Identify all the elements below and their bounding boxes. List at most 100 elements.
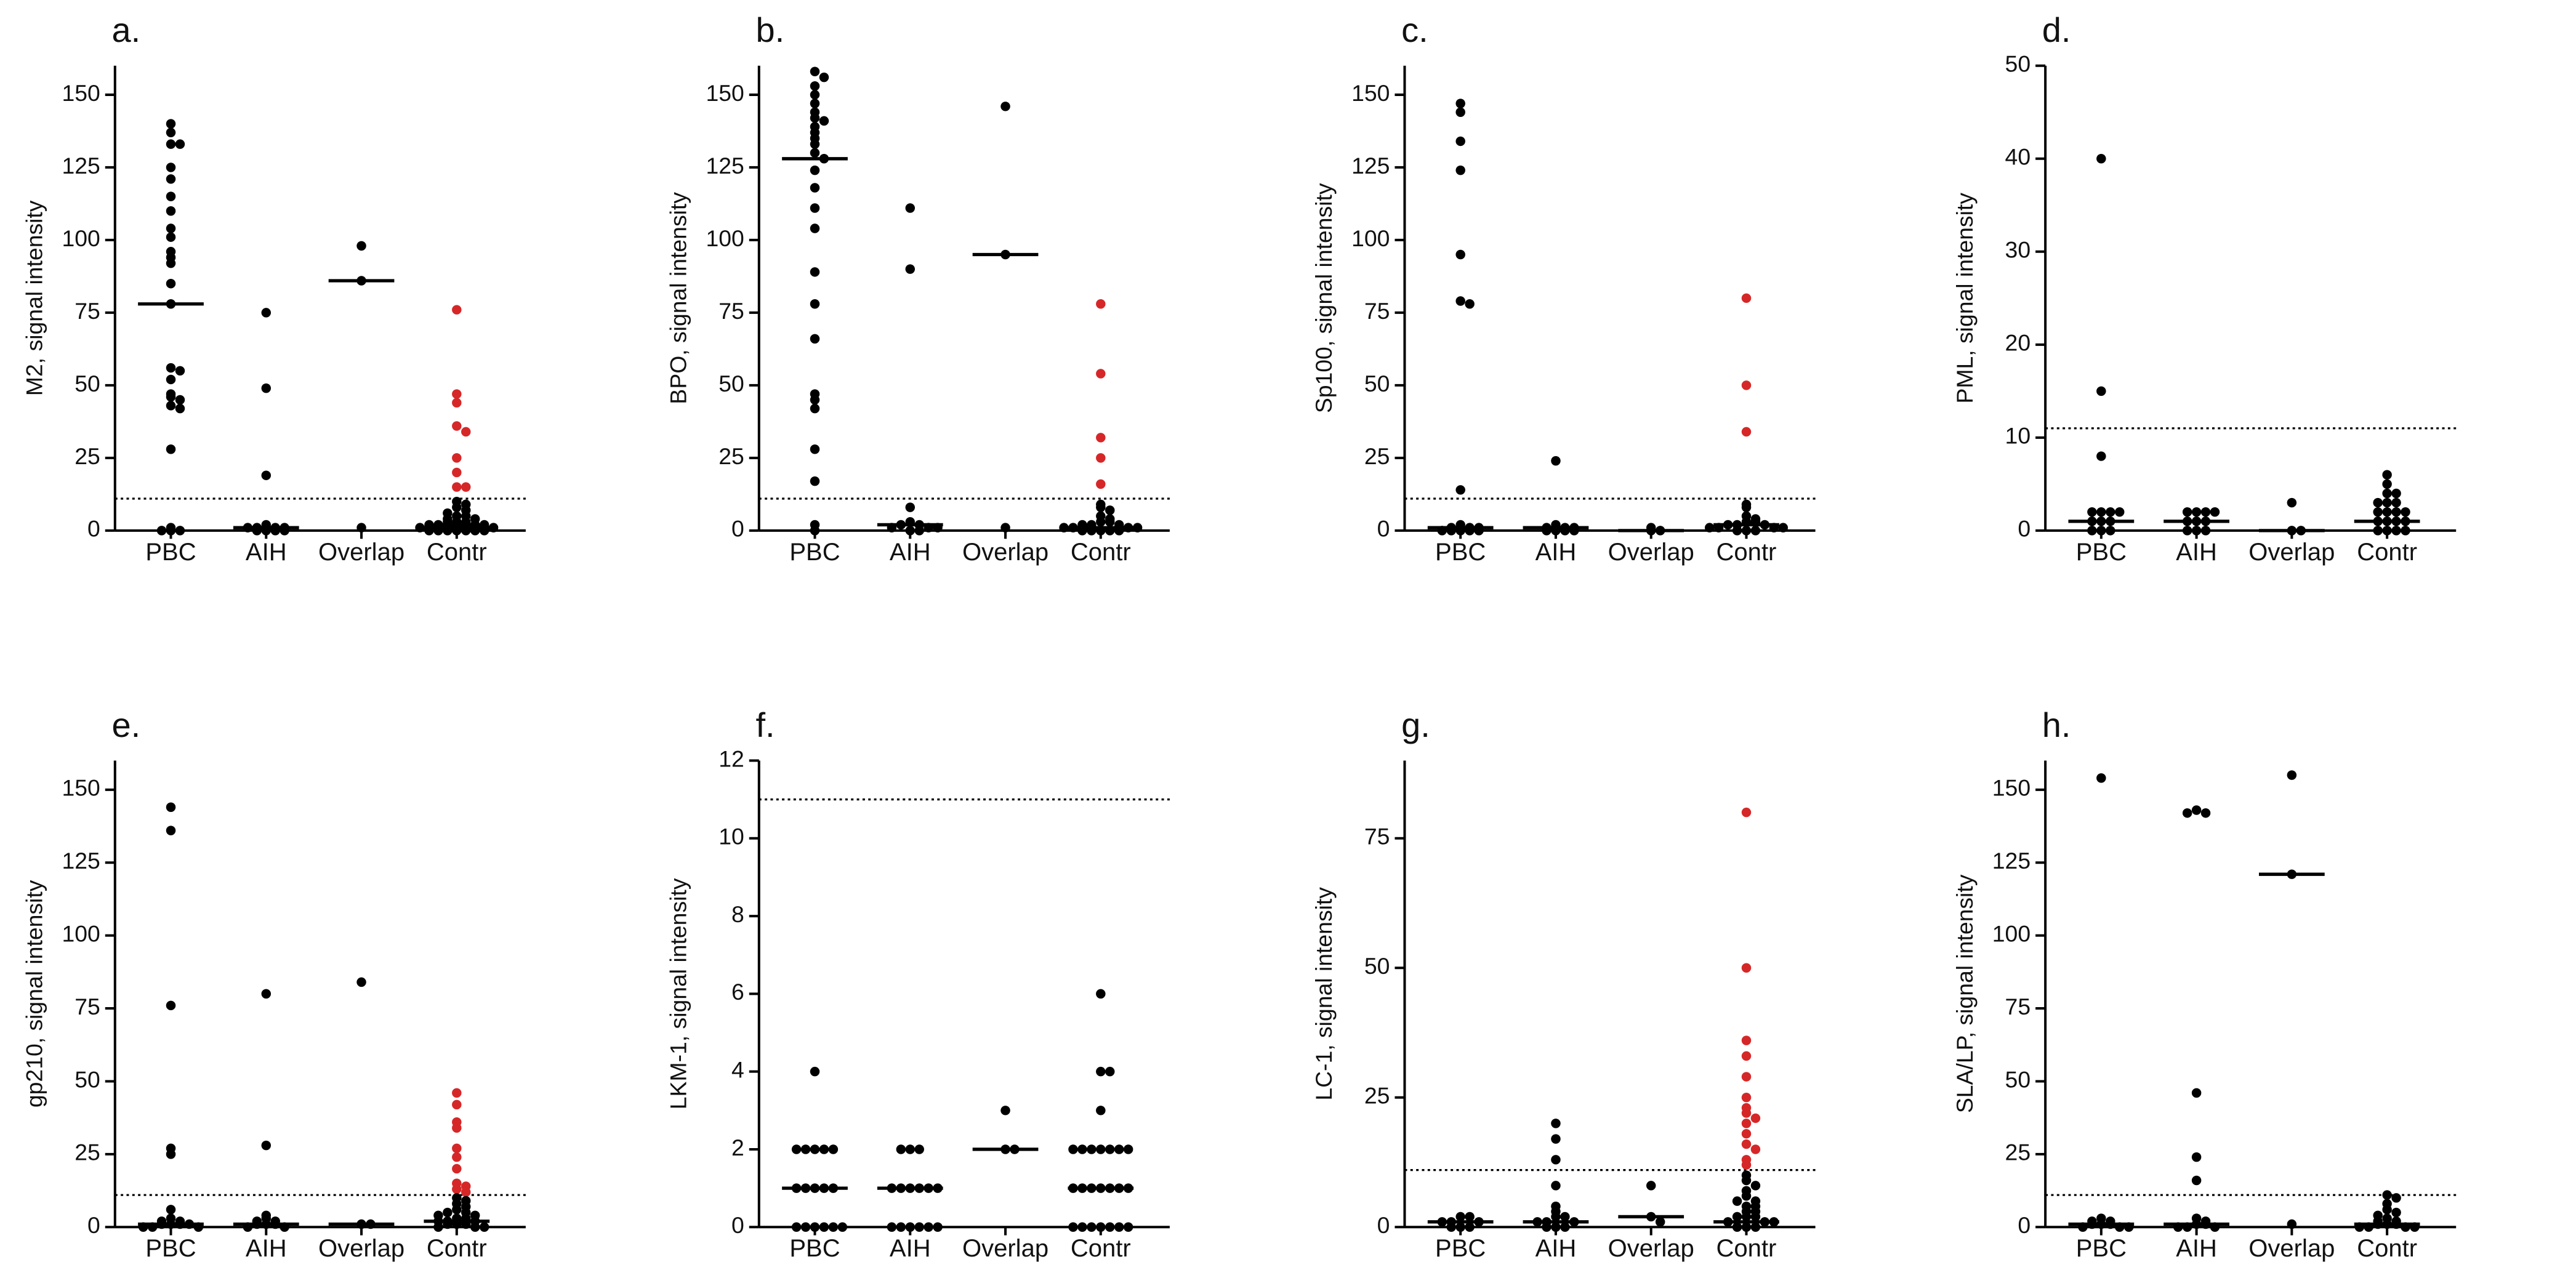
x-tick-label: Contr — [1071, 539, 1131, 566]
data-point — [1000, 102, 1010, 111]
data-point — [2087, 507, 2097, 517]
data-point — [1741, 1191, 1752, 1201]
data-point — [810, 395, 820, 405]
x-tick-label: Overlap — [962, 539, 1049, 566]
data-point — [1105, 505, 1115, 515]
data-point — [2191, 1175, 2202, 1186]
data-point — [810, 403, 820, 414]
y-tick-label: 4 — [731, 1057, 744, 1083]
data-point — [810, 183, 820, 193]
data-point — [166, 119, 176, 129]
data-point — [800, 1222, 811, 1232]
x-tick-label: PBC — [1435, 1235, 1486, 1262]
x-tick-label: Contr — [2357, 539, 2417, 566]
data-point — [166, 1149, 176, 1159]
y-tick-label: 0 — [731, 516, 744, 542]
data-point — [166, 127, 176, 138]
data-point — [933, 1222, 943, 1232]
data-point — [1750, 1113, 1761, 1123]
x-tick-label: AIH — [890, 539, 931, 566]
data-point — [2373, 526, 2383, 536]
y-tick-label: 25 — [74, 1139, 100, 1165]
data-point — [452, 1152, 462, 1162]
data-point — [470, 1222, 480, 1232]
data-point — [810, 444, 820, 454]
data-point — [810, 165, 820, 175]
data-point — [1087, 1144, 1097, 1154]
data-point — [1105, 516, 1115, 527]
data-point — [810, 334, 820, 344]
data-point — [2096, 154, 2106, 164]
data-point — [166, 206, 176, 216]
data-point — [810, 203, 820, 213]
data-point — [166, 1000, 176, 1011]
data-point — [1000, 523, 1010, 532]
data-point — [1096, 369, 1106, 379]
x-tick-label: AIH — [1536, 539, 1577, 566]
y-tick-label: 0 — [731, 1212, 744, 1238]
data-point — [810, 139, 820, 149]
data-point — [452, 1163, 462, 1174]
x-tick-label: Contr — [1717, 1235, 1777, 1262]
data-point — [1077, 1222, 1087, 1232]
data-point — [1750, 1144, 1761, 1154]
data-point — [1741, 380, 1752, 390]
data-point — [810, 1144, 820, 1154]
data-point — [166, 163, 176, 172]
x-tick-label: AIH — [2176, 539, 2217, 566]
data-point — [261, 383, 272, 393]
x-tick-label: AIH — [890, 1235, 931, 1262]
data-point — [2382, 479, 2392, 489]
data-point — [1455, 98, 1465, 108]
data-point — [1096, 1144, 1106, 1154]
data-point — [1741, 1108, 1752, 1118]
y-tick-label: 150 — [1351, 80, 1390, 106]
data-point — [2382, 470, 2392, 480]
y-axis-label: BPO, signal intensity — [666, 192, 691, 404]
data-point — [1704, 523, 1715, 532]
data-point — [905, 1222, 916, 1232]
data-point — [2391, 1207, 2401, 1218]
data-point — [2391, 488, 2401, 499]
y-tick-label: 75 — [74, 994, 100, 1019]
data-point — [356, 523, 366, 532]
data-point — [1741, 1222, 1752, 1232]
data-point — [1068, 1144, 1078, 1154]
y-tick-label: 0 — [2018, 1212, 2031, 1238]
data-point — [261, 1140, 272, 1151]
data-point — [166, 401, 176, 411]
data-point — [810, 1222, 820, 1232]
data-point — [2096, 526, 2106, 536]
data-point — [1741, 1212, 1752, 1222]
data-point — [452, 389, 462, 399]
data-point — [452, 1099, 462, 1110]
data-point — [166, 444, 176, 454]
panel-label: h. — [2042, 705, 2071, 744]
data-point — [452, 1088, 462, 1098]
data-point — [452, 482, 462, 492]
data-point — [2382, 488, 2392, 499]
y-tick-label: 0 — [87, 516, 100, 542]
data-point — [1132, 523, 1143, 532]
data-point — [2191, 526, 2202, 536]
data-point — [2191, 1088, 2202, 1098]
data-point — [433, 1222, 443, 1232]
y-tick-label: 75 — [718, 298, 744, 324]
y-tick-label: 125 — [1992, 848, 2031, 874]
data-point — [452, 1143, 462, 1154]
data-point — [1732, 1222, 1742, 1232]
data-point — [166, 392, 176, 402]
data-point — [1455, 136, 1465, 147]
x-tick-label: AIH — [246, 1235, 287, 1262]
data-point — [800, 1144, 811, 1154]
data-point — [452, 502, 462, 512]
data-point — [1446, 1222, 1456, 1232]
x-tick-label: Contr — [427, 1235, 487, 1262]
data-point — [2096, 386, 2106, 396]
x-tick-label: PBC — [2076, 539, 2127, 566]
data-point — [2096, 451, 2106, 461]
data-point — [2200, 507, 2211, 517]
data-point — [175, 139, 185, 149]
data-point — [1750, 1222, 1761, 1232]
